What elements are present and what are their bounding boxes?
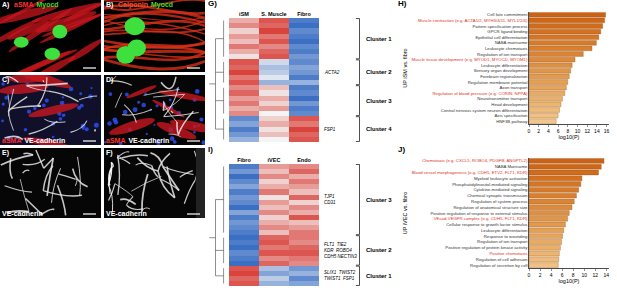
- svg-text:FLT1 TIE2KDR ROBO4CDH5 NECTI: FLT1 TIE2KDR ROBO4CDH5 NECTIN3: [324, 242, 357, 259]
- svg-text:Cell fate commitment: Cell fate commitment: [487, 12, 528, 17]
- html-text:VE-cadherin: VE-cadherin: [106, 210, 147, 217]
- svg-text:Forebrain regionalization: Forebrain regionalization: [480, 74, 528, 79]
- svg-text:Positive regulation of respons: Positive regulation of response to exter…: [430, 211, 527, 216]
- svg-text:G): G): [208, 0, 217, 8]
- html-text:B): B): [106, 1, 114, 8]
- svg-text:VEcad-VEGFR complex (e.g. CDH5: VEcad-VEGFR complex (e.g. CDH5, FLT1, KD…: [434, 216, 528, 221]
- svg-text:10: 10: [581, 272, 587, 278]
- svg-text:Leukocyte chemotaxis: Leukocyte chemotaxis: [485, 46, 528, 51]
- svg-text:Regulation of cell adhesion: Regulation of cell adhesion: [476, 257, 528, 262]
- svg-text:0: 0: [528, 128, 531, 134]
- svg-text:Positive regulation of protein: Positive regulation of protein kinase ac…: [445, 245, 528, 250]
- svg-text:12: 12: [592, 272, 598, 278]
- svg-text:6: 6: [557, 128, 560, 134]
- svg-text:FSP1: FSP1: [324, 127, 336, 132]
- html-text:Calponin: Calponin: [118, 1, 148, 8]
- svg-text:iVEC: iVEC: [268, 157, 281, 163]
- svg-text:2: 2: [537, 128, 540, 134]
- svg-text:2: 2: [539, 272, 542, 278]
- svg-text:I): I): [208, 146, 213, 154]
- html-text:aSMA VE-cadherin: aSMA VE-cadherin: [2, 137, 66, 144]
- svg-text:Leukocyte differentiation: Leukocyte differentiation: [481, 228, 528, 233]
- svg-text:Regulation membrane potential: Regulation membrane potential: [468, 80, 528, 85]
- svg-text:HNF3B pathway: HNF3B pathway: [496, 119, 528, 124]
- svg-text:4: 4: [550, 272, 553, 278]
- svg-text:J): J): [398, 146, 405, 154]
- svg-text:Muscle contraction (e.g. ACTA1: Muscle contraction (e.g. ACTA1/2, MYH3/4…: [418, 18, 528, 23]
- html-text:C): C): [2, 76, 10, 83]
- svg-text:Chemical synaptic transmission: Chemical synaptic transmission: [467, 193, 528, 198]
- svg-text:Regulation of system process: Regulation of system process: [471, 199, 527, 204]
- svg-text:Cluster 4: Cluster 4: [366, 126, 392, 132]
- svg-text:Fibro: Fibro: [297, 11, 311, 17]
- svg-text:H): H): [398, 0, 407, 8]
- svg-text:8: 8: [566, 128, 569, 134]
- html-text:D): D): [106, 76, 114, 83]
- svg-text:Cellular response to growth fa: Cellular response to growth factor stimu…: [446, 222, 527, 227]
- svg-text:6: 6: [561, 272, 564, 278]
- svg-text:Chemotaxis (e.g. CXCL5, ROBO4,: Chemotaxis (e.g. CXCL5, ROBO4, PDGFB, AN…: [422, 158, 528, 163]
- svg-text:Epithelial cell differentiatio: Epithelial cell differentiation: [475, 35, 528, 40]
- svg-text:log10(P): log10(P): [559, 278, 580, 284]
- svg-text:iSM: iSM: [239, 11, 249, 17]
- svg-text:Pattern specification process: Pattern specification process: [473, 24, 528, 29]
- svg-text:10: 10: [575, 128, 581, 134]
- svg-text:S. Muscle: S. Muscle: [261, 11, 286, 17]
- svg-text:Sensory organ development: Sensory organ development: [474, 68, 529, 73]
- svg-text:Cluster 2: Cluster 2: [366, 69, 392, 75]
- svg-text:14: 14: [594, 128, 600, 134]
- svg-text:Head development: Head development: [491, 102, 528, 107]
- svg-text:Positive chemotaxis: Positive chemotaxis: [489, 251, 527, 256]
- svg-text:Myeloid leukocyte activation: Myeloid leukocyte activation: [474, 176, 528, 181]
- svg-text:GPCR ligand binding: GPCR ligand binding: [487, 29, 528, 34]
- svg-text:Regulation of blood pressure (: Regulation of blood pressure (e.g. CORIN…: [432, 91, 528, 96]
- svg-text:Endo: Endo: [297, 157, 311, 163]
- svg-text:Blood vessel morphogenesis (e.: Blood vessel morphogenesis (e.g. CDH5, E…: [412, 170, 528, 175]
- svg-text:Fibro: Fibro: [237, 157, 251, 163]
- svg-text:12: 12: [584, 128, 590, 134]
- svg-text:8: 8: [572, 272, 575, 278]
- svg-text:Cluster 2: Cluster 2: [366, 247, 392, 253]
- svg-text:Central nervous system neuron: Central nervous system neuron differenti…: [441, 108, 528, 113]
- svg-text:16: 16: [604, 128, 610, 134]
- svg-text:Cluster 1: Cluster 1: [366, 36, 392, 42]
- svg-text:NABA matrisome: NABA matrisome: [495, 40, 528, 45]
- svg-text:Phosphatidylinositol-mediated: Phosphatidylinositol-mediated signaling: [452, 182, 528, 187]
- svg-text:Neurotransmitter transport: Neurotransmitter transport: [477, 96, 528, 101]
- svg-text:Cluster 3: Cluster 3: [366, 98, 392, 104]
- html-text:aSMA VE-cadherin: aSMA VE-cadherin: [106, 137, 170, 144]
- svg-text:NABA Matrisome: NABA Matrisome: [495, 164, 528, 169]
- html-text:Myocd: Myocd: [151, 1, 174, 8]
- svg-text:Cluster 3: Cluster 3: [366, 197, 392, 203]
- svg-text:Regulation of secretion by cel: Regulation of secretion by cell: [470, 263, 527, 268]
- html-text:A): A): [2, 1, 10, 8]
- html-text:F): F): [106, 149, 113, 156]
- svg-text:Axis specification: Axis specification: [494, 113, 528, 118]
- svg-text:Regulation of anatomical struc: Regulation of anatomical structure size: [453, 205, 528, 210]
- svg-text:Cluster 1: Cluster 1: [366, 273, 392, 279]
- svg-text:Response to wounding: Response to wounding: [484, 234, 528, 239]
- svg-text:Regulation of ion transport: Regulation of ion transport: [477, 239, 528, 244]
- svg-text:UP iVEC vs. fibro: UP iVEC vs. fibro: [402, 192, 408, 234]
- svg-text:TJP1CD31: TJP1CD31: [324, 194, 336, 205]
- svg-text:Muscle tissue development (e.g: Muscle tissue development (e.g. MYOD1, M…: [411, 57, 528, 62]
- svg-text:14: 14: [603, 272, 609, 278]
- svg-text:4: 4: [547, 128, 550, 134]
- svg-text:0: 0: [528, 272, 531, 278]
- svg-text:Axon transport: Axon transport: [499, 85, 528, 90]
- svg-text:SLIX1 TWIST2TWIST1 FSP1: SLIX1 TWIST2TWIST1 FSP1: [324, 270, 356, 281]
- html-text:E): E): [2, 149, 9, 156]
- svg-text:Cytokine-mediated signaling: Cytokine-mediated signaling: [473, 187, 528, 192]
- svg-text:ACTA2: ACTA2: [324, 70, 340, 75]
- html-text:VE-cadherin: VE-cadherin: [2, 210, 43, 217]
- html-text:aSMA Myocd: aSMA Myocd: [14, 1, 59, 8]
- svg-text:UP iSM vs. fibro: UP iSM vs. fibro: [402, 48, 408, 87]
- svg-text:log10(P): log10(P): [559, 134, 580, 140]
- svg-text:Leukocyte differentiation: Leukocyte differentiation: [481, 63, 528, 68]
- svg-text:Regulation of ion transport: Regulation of ion transport: [477, 52, 528, 57]
